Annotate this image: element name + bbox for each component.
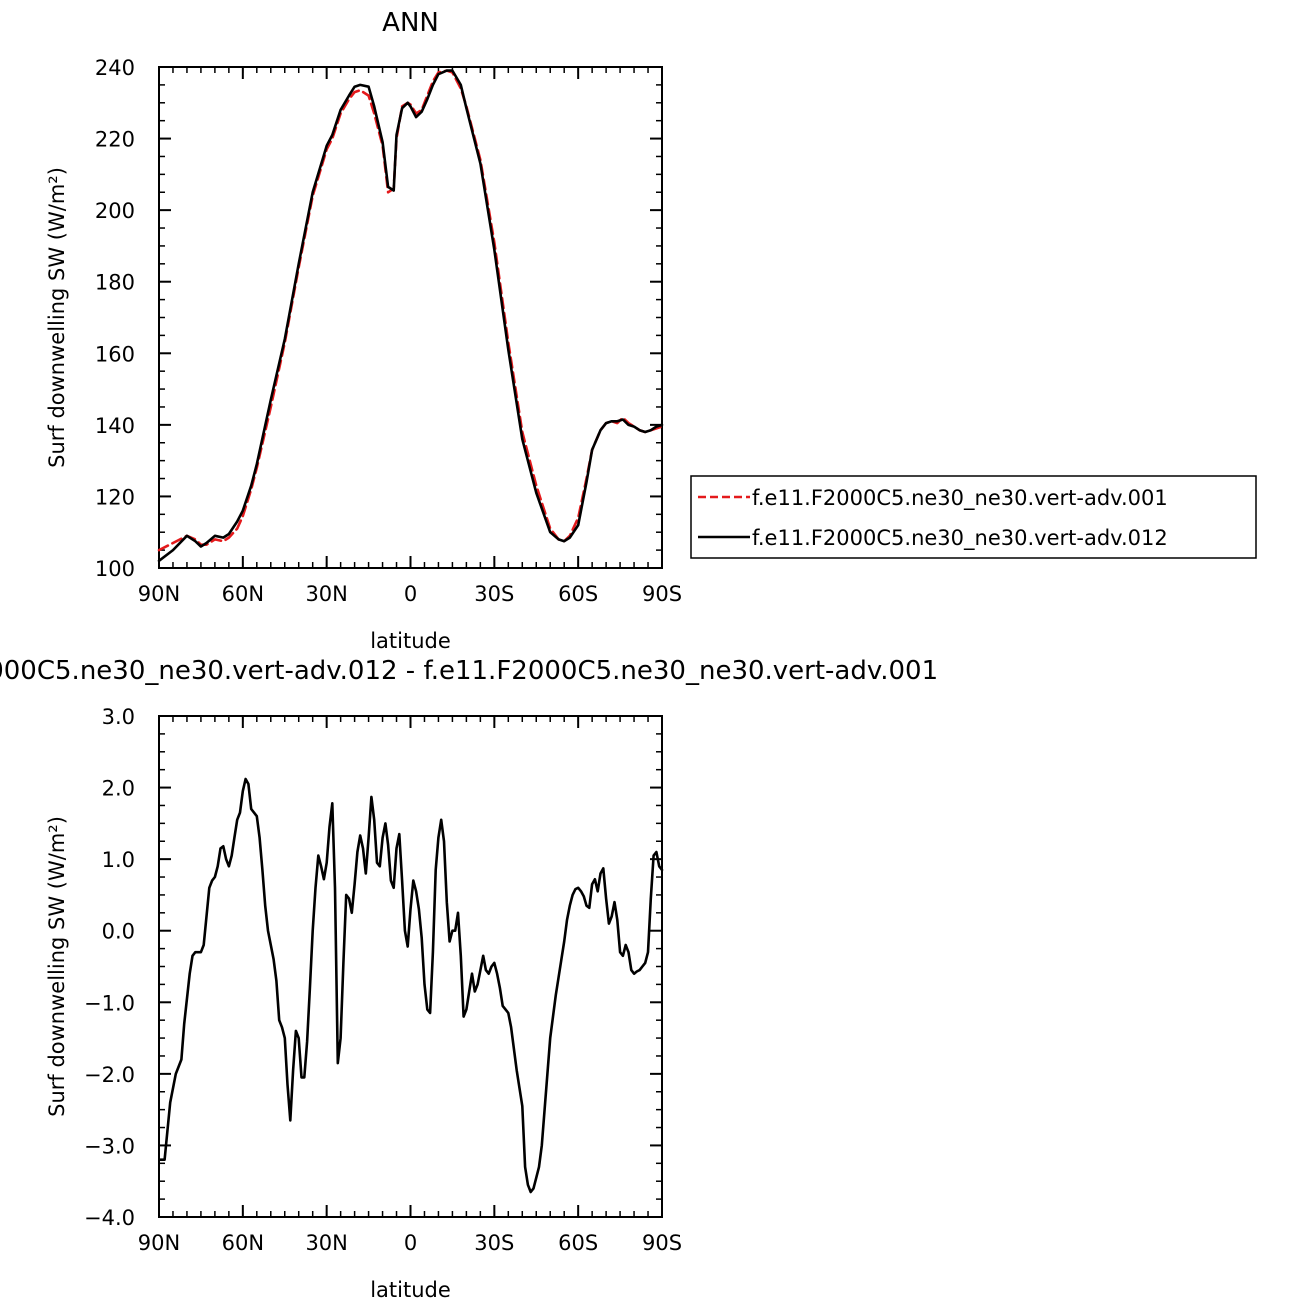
- x-tick-label: 0: [404, 582, 417, 606]
- x-tick-label: 90N: [138, 1231, 180, 1255]
- x-tick-label: 60N: [222, 1231, 264, 1255]
- legend-box: [690, 475, 1257, 559]
- y-tick-label: −4.0: [84, 1206, 135, 1230]
- legend: f.e11.F2000C5.ne30_ne30.vert-adv.001 f.e1…: [690, 475, 1257, 559]
- y-tick-label: 240: [95, 56, 135, 80]
- y-tick-label: 0.0: [102, 920, 135, 944]
- y-tick-label: 200: [95, 199, 135, 223]
- x-tick-label: 30N: [305, 1231, 347, 1255]
- chart-title: f.e11.F2000C5.ne30_ne30.vert-adv.012 - f…: [0, 656, 938, 686]
- y-tick-label: 180: [95, 271, 135, 295]
- series-line-1: [159, 777, 664, 1194]
- plot-frame: [158, 715, 663, 1218]
- x-axis-label: latitude: [370, 1278, 451, 1302]
- y-tick-label: 140: [95, 414, 135, 438]
- x-tick-label: 90S: [642, 582, 682, 606]
- legend-label-2: f.e11.F2000C5.ne30_ne30.vert-adv.012: [752, 526, 1168, 551]
- plot-frame: [158, 66, 663, 569]
- y-tick-label: −3.0: [84, 1134, 135, 1158]
- series-line-2: [157, 69, 664, 563]
- y-tick-label: 2.0: [102, 777, 135, 801]
- y-tick-label: −1.0: [84, 991, 135, 1015]
- chart-panel-1: ANN 90N 60N 30N 0 30S 60S 90S 100 120 140 160 180 200…: [45, 8, 1257, 653]
- y-axis-label: Surf downwelling SW (W/m²): [45, 167, 69, 468]
- x-tick-label: 90S: [642, 1231, 682, 1255]
- y-tick-label: 3.0: [102, 705, 135, 729]
- y-tick-label: 220: [95, 128, 135, 152]
- x-tick-label: 60N: [222, 582, 264, 606]
- x-tick-label: 30S: [474, 1231, 514, 1255]
- chart-panel-2: f.e11.F2000C5.ne30_ne30.vert-adv.012 - f…: [0, 656, 938, 1302]
- legend-label-1: f.e11.F2000C5.ne30_ne30.vert-adv.001: [752, 486, 1168, 511]
- y-tick-label: 120: [95, 485, 135, 509]
- x-tick-label: 60S: [558, 1231, 598, 1255]
- x-tick-label: 60S: [558, 582, 598, 606]
- x-tick-label: 30N: [305, 582, 347, 606]
- y-tick-label: −2.0: [84, 1063, 135, 1087]
- y-tick-label: 100: [95, 557, 135, 581]
- x-tick-label: 30S: [474, 582, 514, 606]
- y-axis-label: Surf downwelling SW (W/m²): [45, 816, 69, 1117]
- x-tick-label: 90N: [138, 582, 180, 606]
- y-tick-label: 160: [95, 342, 135, 366]
- x-tick-label: 0: [404, 1231, 417, 1255]
- x-axis-label: latitude: [370, 629, 451, 653]
- chart-title: ANN: [382, 8, 439, 38]
- y-tick-label: 1.0: [102, 848, 135, 872]
